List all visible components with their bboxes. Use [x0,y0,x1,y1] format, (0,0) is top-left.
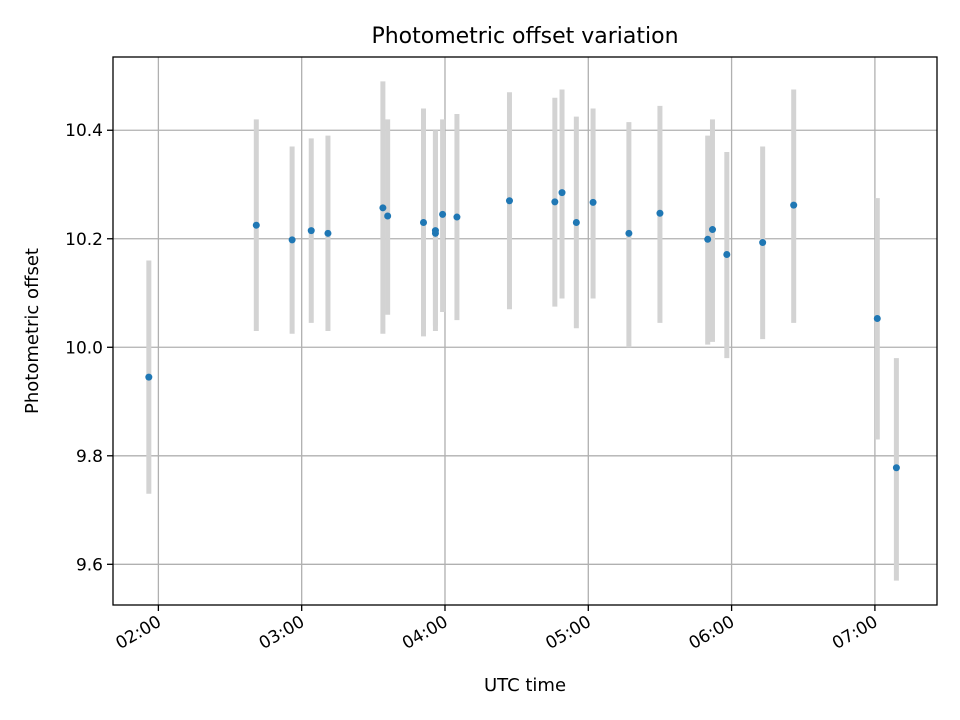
data-point [505,197,513,205]
data-point [589,198,597,206]
y-tick-label: 10.4 [65,121,103,141]
grid-lines [113,57,937,605]
y-tick-label: 10.2 [65,230,103,250]
data-point [892,464,900,472]
data-point [324,229,332,237]
data-point [625,229,633,237]
data-point [384,212,392,220]
data-point [419,218,427,226]
x-tick-label: 02:00 [112,612,164,654]
data-point [431,227,439,235]
data-point [723,250,731,258]
chart-title: Photometric offset variation [371,24,678,49]
y-axis-label: Photometric offset [22,248,43,414]
y-tick-label: 9.8 [76,447,103,467]
data-points [145,189,900,472]
data-point [708,226,716,234]
data-point [439,210,447,218]
data-point [551,198,559,206]
data-point [790,201,798,209]
data-point [558,189,566,197]
data-point [307,227,315,235]
x-tick-label: 03:00 [256,612,308,654]
data-point [453,213,461,221]
axis-ticks: 02:00 03:00 04:00 05:00 06:00 07:00 9.6 9.8 10.0… [65,121,881,654]
plot-frame [112,56,938,606]
y-tick-label: 9.6 [76,555,103,575]
data-point [759,239,767,247]
x-tick-label: 06:00 [686,612,738,654]
x-tick-label: 07:00 [829,612,881,654]
data-point [704,235,712,243]
data-point [288,236,296,244]
error-bars [146,81,899,581]
data-point [572,218,580,226]
data-point [873,315,881,323]
data-point [145,373,153,381]
data-point [656,209,664,217]
x-tick-label: 05:00 [542,612,594,654]
data-point [379,204,387,212]
x-axis-label: UTC time [484,675,566,696]
x-tick-label: 04:00 [399,612,451,654]
data-point [252,221,260,229]
y-tick-label: 10.0 [65,338,103,358]
